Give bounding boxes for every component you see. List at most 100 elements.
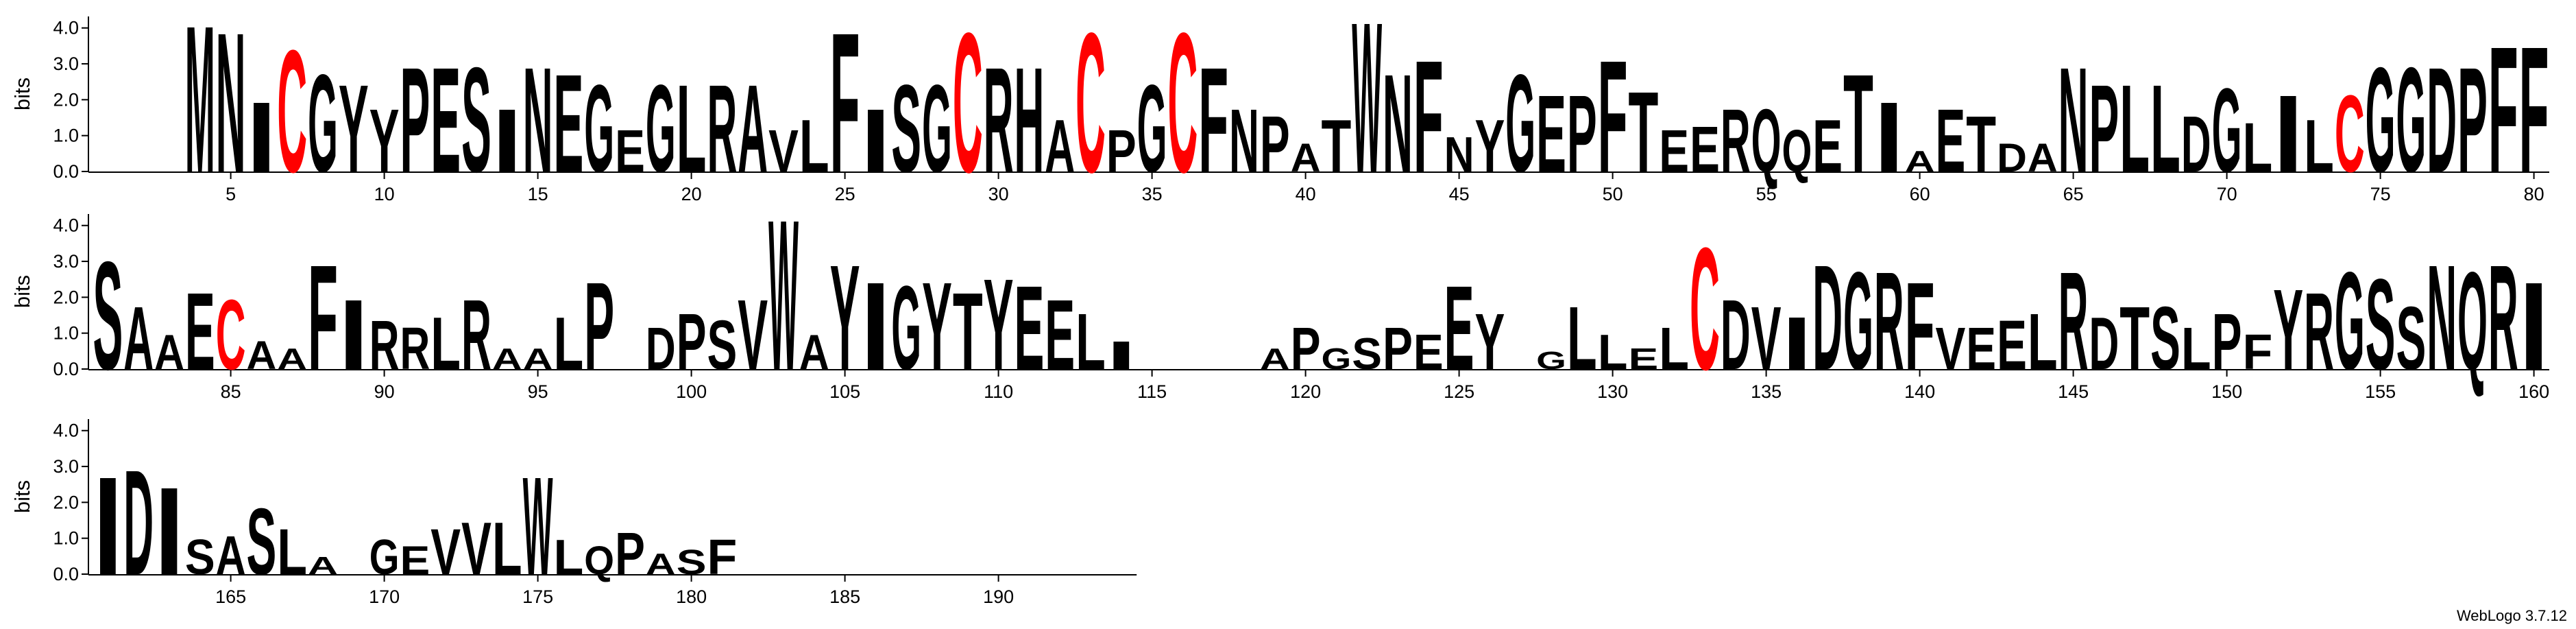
logo-letter: R <box>707 59 738 198</box>
logo-letter: A <box>154 324 184 379</box>
logo-letter: E <box>1014 261 1045 395</box>
logo-letter: L <box>2028 297 2058 386</box>
x-tick-label: 120 <box>1290 381 1321 402</box>
x-tick-label: 105 <box>829 381 860 402</box>
logo-letter: F <box>1905 257 1935 396</box>
logo-letter: D <box>2427 36 2457 203</box>
x-tick-label: 170 <box>369 586 400 607</box>
x-tick-label: 35 <box>1142 184 1163 204</box>
logo-letter: S <box>2366 252 2396 397</box>
x-tick-label: 50 <box>1603 184 1623 204</box>
logo-letter: L <box>277 516 307 589</box>
logo-letter: R <box>369 307 400 384</box>
logo-letter: L <box>1567 288 1597 388</box>
logo-letter: I <box>154 462 184 601</box>
logo-letter: I <box>339 280 369 391</box>
y-tick-label: 3.0 <box>53 54 79 74</box>
x-tick-label: 165 <box>215 586 246 607</box>
logo-letter: C <box>2335 73 2365 195</box>
logo-letter: L <box>1598 324 1628 379</box>
logo-letter: N <box>2427 233 2457 401</box>
logo-letter: A <box>277 342 307 376</box>
logo-letter: A <box>2028 136 2058 180</box>
logo-letter: C <box>216 280 246 391</box>
logo-letter: C <box>1076 0 1106 215</box>
x-tick-label: 190 <box>983 586 1014 607</box>
y-tick-label: 1.0 <box>53 528 79 549</box>
x-tick-label: 140 <box>1904 381 1935 402</box>
logo-letter: E <box>615 117 645 185</box>
logo-letter: L <box>677 59 707 198</box>
logo-letter: E <box>1936 91 1966 191</box>
logo-letter: G <box>584 59 614 198</box>
logo-letter: S <box>1352 329 1382 379</box>
logo-letter: Y <box>922 257 952 396</box>
logo-letter: I <box>861 257 891 396</box>
logo-letter: G <box>2396 36 2427 203</box>
x-tick-label: 130 <box>1597 381 1628 402</box>
x-tick-label: 85 <box>221 381 241 402</box>
logo-letter: G <box>1322 342 1352 376</box>
y-tick-label: 2.0 <box>53 287 79 307</box>
x-tick-label: 55 <box>1756 184 1777 204</box>
logo-letter: W <box>768 176 799 415</box>
logo-letter: V <box>738 280 768 391</box>
logo-letter: E <box>1659 117 1689 185</box>
logo-letter: T <box>1322 104 1352 188</box>
logo-letter: T <box>1629 69 1659 197</box>
logo-letter: R <box>1721 91 1751 191</box>
logo-letter: F <box>1198 36 1228 203</box>
footer: WebLogo 3.7.12 <box>2457 607 2567 624</box>
logo-letter: P <box>584 257 614 396</box>
logo-letter: I <box>2519 257 2549 396</box>
x-tick-label: 145 <box>2058 381 2089 402</box>
logo-letter: T <box>1843 45 1873 201</box>
logo-letter: L <box>2181 315 2211 382</box>
logo-letter: E <box>1690 113 1720 186</box>
logo-letter: A <box>1291 136 1321 180</box>
x-tick-label: 90 <box>374 381 395 402</box>
logo-letter: N <box>1383 45 1413 201</box>
logo-letter: E <box>185 270 215 393</box>
logo-letter: G <box>369 529 400 584</box>
logo-letter: Y <box>984 252 1014 397</box>
logo-letter: A <box>523 342 553 376</box>
logo-letter: V <box>430 516 461 589</box>
logo-letter: Q <box>1782 117 1812 185</box>
x-tick-label: 10 <box>374 184 395 204</box>
x-tick-label: 25 <box>835 184 855 204</box>
logo-letter: P <box>1291 315 1321 382</box>
logo-letter: Y <box>369 91 400 191</box>
logo-letter: L <box>554 529 584 584</box>
logo-letter: L <box>554 302 584 385</box>
x-tick-label: 80 <box>2524 184 2544 204</box>
logo-letter: I <box>861 91 891 191</box>
logo-letter: F <box>2243 324 2273 379</box>
logo-letter: G <box>308 45 338 201</box>
x-tick-label: 15 <box>528 184 548 204</box>
x-tick-label: 30 <box>988 184 1009 204</box>
logo-letter: C <box>1168 0 1198 215</box>
logo-letter: A <box>247 333 277 378</box>
logo-letter: D <box>646 315 676 382</box>
x-tick-label: 180 <box>676 586 707 607</box>
logo-letter: G <box>922 59 952 198</box>
y-tick-label: 1.0 <box>53 126 79 146</box>
y-tick-label: 4.0 <box>53 215 79 236</box>
logo-letter: E <box>1444 261 1474 395</box>
logo-letter: Q <box>2457 243 2488 399</box>
logo-letter: N <box>1444 126 1474 182</box>
x-tick-label: 40 <box>1296 184 1316 204</box>
logo-letter: G <box>1843 243 1873 399</box>
logo-letter: Y <box>339 59 369 198</box>
logo-letter: N <box>523 36 553 203</box>
logo-letter: I <box>1106 333 1137 378</box>
logo-letter: E <box>1966 315 1996 382</box>
logo-letter: C <box>1690 211 1720 406</box>
logo-letter: S <box>247 488 277 595</box>
x-tick-label: 110 <box>984 381 1013 402</box>
y-tick-label: 0.0 <box>53 161 79 182</box>
logo-letter: G <box>2366 36 2396 203</box>
logo-letter: A <box>799 324 829 379</box>
logo-letter: R <box>2488 233 2518 401</box>
